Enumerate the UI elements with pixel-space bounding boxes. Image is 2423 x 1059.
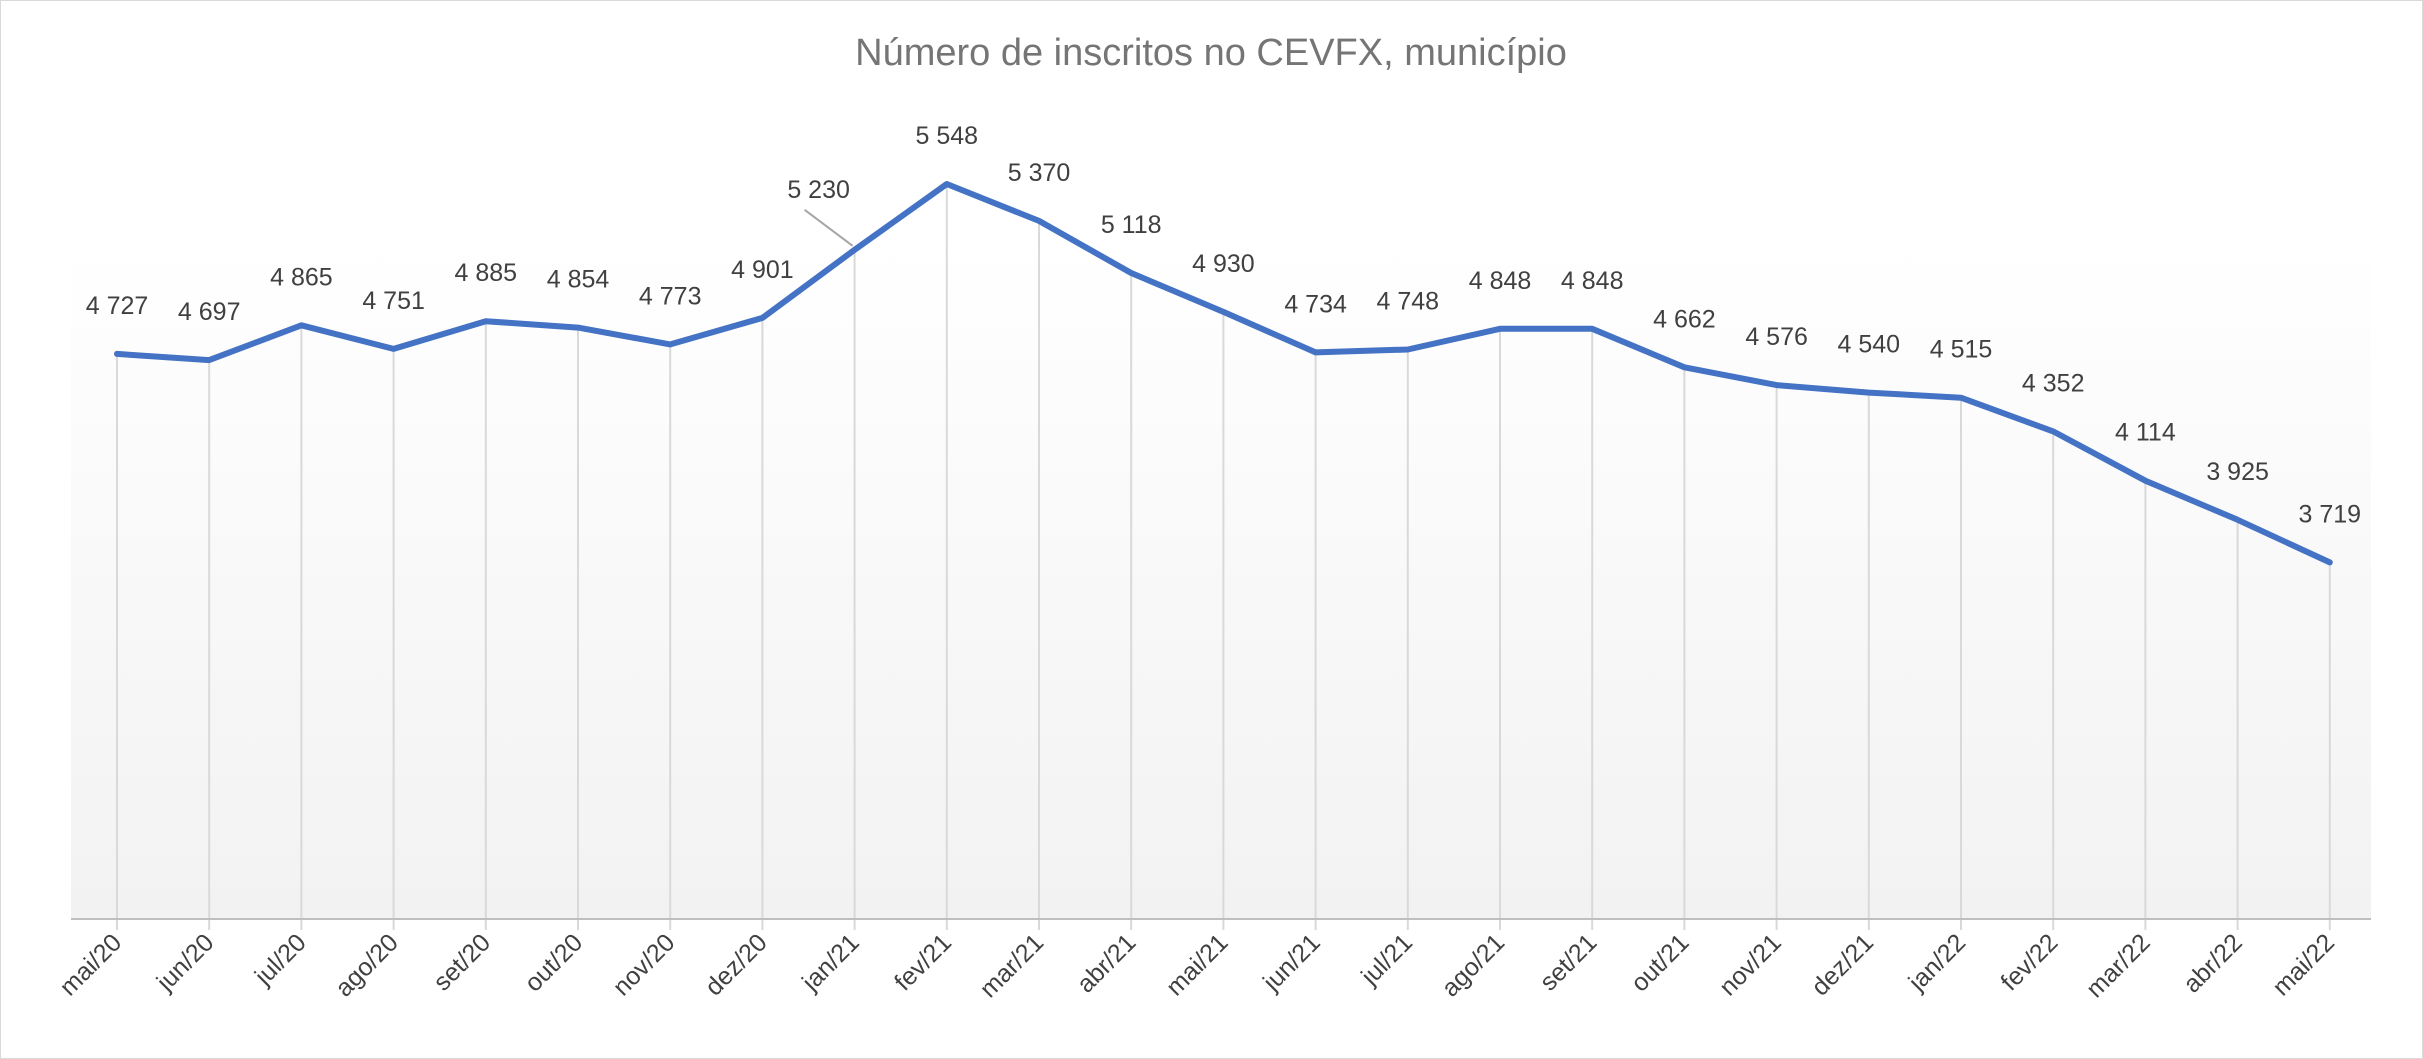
data-label-nov/21: 4 576 [1745,323,1808,351]
x-tick-label-mar/21: mar/21 [974,928,1049,1003]
x-tick-label-jun/21: jun/21 [1257,928,1326,997]
data-label-set/20: 4 885 [455,259,518,287]
x-tick-label-dez/21: dez/21 [1806,928,1879,1001]
data-label-jan/21: 5 230 [787,176,850,204]
data-label-mai/20: 4 727 [86,292,149,320]
data-label-mar/21: 5 370 [1008,159,1071,187]
data-label-ago/21: 4 848 [1469,267,1532,295]
series-line [114,181,2333,566]
x-tick-label-jul/20: jul/20 [249,928,312,991]
x-tick-label-jan/22: jan/22 [1903,928,1972,997]
data-labels: 4 727 4 697 4 865 4 751 4 885 4 854 4 773 4 901… [86,122,2361,528]
x-tick-label-nov/20: nov/20 [608,928,681,1001]
x-tick-label-mai/21: mai/21 [1161,928,1234,1001]
data-label-mar/22: 4 114 [2115,419,2176,447]
data-label-nov/20: 4 773 [639,282,702,310]
x-tick-label-jun/20: jun/20 [151,928,220,997]
x-tick-label-jan/21: jan/21 [796,928,865,997]
data-label-mai/21: 4 930 [1192,250,1255,278]
leader-line-jan/21 [803,209,854,247]
x-tick-label-set/21: set/21 [1534,928,1602,996]
data-label-jun/20: 4 697 [178,298,241,326]
gridlines [116,184,2331,930]
data-label-jan/22: 4 515 [1930,336,1993,364]
plot-area-background [71,241,2371,918]
data-label-jul/21: 4 748 [1377,288,1440,316]
x-tick-label-jul/21: jul/21 [1355,928,1418,991]
x-tick-label-fev/21: fev/21 [889,928,957,996]
x-tick-labels: mai/20 jun/20 jul/20 ago/20 set/20 out/20 nov/… [54,928,2340,1003]
leader-lines [803,209,854,247]
x-tick-label-set/20: set/20 [428,928,496,996]
data-label-ago/20: 4 751 [362,287,425,315]
x-tick-label-out/21: out/21 [1626,928,1695,997]
x-tick-label-mai/20: mai/20 [54,928,127,1001]
chart-title: Número de inscritos no CEVFX, município [855,32,1567,74]
data-label-fev/22: 4 352 [2022,369,2085,397]
data-label-mai/22: 3 719 [2299,500,2362,528]
data-label-jun/21: 4 734 [1284,290,1347,318]
data-label-abr/21: 5 118 [1101,211,1162,239]
data-label-abr/22: 3 925 [2206,458,2269,486]
x-tick-label-out/20: out/20 [519,928,588,997]
data-label-set/21: 4 848 [1561,267,1624,295]
x-tick-label-abr/21: abr/21 [1072,928,1142,998]
data-label-jul/20: 4 865 [270,263,333,291]
x-tick-label-nov/21: nov/21 [1714,928,1787,1001]
x-tick-label-fev/22: fev/22 [1995,928,2063,996]
x-tick-label-mai/22: mai/22 [2267,928,2340,1001]
x-tick-label-ago/21: ago/21 [1436,928,1510,1002]
data-label-dez/20: 4 901 [731,256,794,284]
data-label-fev/21: 5 548 [916,122,979,150]
x-tick-label-abr/22: abr/22 [2178,928,2248,998]
data-label-out/21: 4 662 [1653,305,1716,333]
x-tick-label-dez/20: dez/20 [700,928,773,1001]
data-label-out/20: 4 854 [547,266,610,294]
data-label-dez/21: 4 540 [1838,331,1901,359]
x-tick-label-mar/22: mar/22 [2081,928,2156,1003]
x-tick-label-ago/20: ago/20 [330,928,404,1002]
